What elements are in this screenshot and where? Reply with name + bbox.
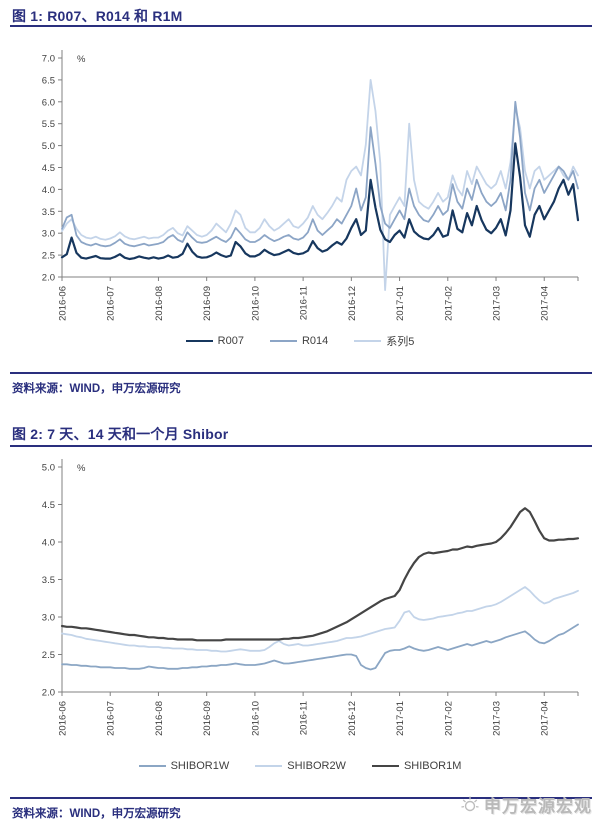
svg-text:4.5: 4.5: [42, 163, 55, 174]
svg-text:%: %: [77, 54, 86, 65]
svg-text:2016-11: 2016-11: [299, 701, 310, 735]
svg-text:2017-01: 2017-01: [395, 286, 406, 321]
svg-text:%: %: [77, 463, 86, 474]
svg-text:5.0: 5.0: [42, 463, 55, 474]
figure2-source: 资料来源：WIND，申万宏源研究: [12, 808, 181, 820]
figure1-legend: R007 R014 系列5: [0, 333, 600, 349]
legend-label: R007: [217, 335, 244, 347]
svg-text:2017-04: 2017-04: [540, 286, 551, 321]
svg-text:4.0: 4.0: [42, 185, 55, 196]
svg-text:2016-09: 2016-09: [202, 286, 213, 321]
svg-text:2016-07: 2016-07: [106, 701, 117, 736]
legend-label: SHIBOR1M: [403, 760, 462, 772]
svg-text:2016-10: 2016-10: [250, 286, 261, 321]
svg-text:2.5: 2.5: [42, 251, 55, 262]
swhy-watermark: 申万宏源宏观: [460, 792, 592, 817]
figure1-chart: 2.0 2.5 3.0 3.5 4.0 4.5 5.0 5.5 6.0 6.5 7.0 2016-06…: [42, 50, 580, 321]
figure2-title-rule: [10, 445, 592, 447]
svg-text:2016-08: 2016-08: [154, 286, 165, 321]
legend-swatch: [185, 340, 213, 342]
legend-item: R007: [185, 335, 244, 347]
svg-text:5.5: 5.5: [42, 119, 55, 130]
svg-text:3.0: 3.0: [42, 229, 55, 240]
legend-swatch: [255, 765, 283, 767]
figure1-title: 图 1: R007、R014 和 R1M: [12, 8, 183, 24]
svg-text:2016-12: 2016-12: [347, 701, 358, 736]
svg-text:2016-11: 2016-11: [299, 286, 310, 320]
svg-text:2016-10: 2016-10: [250, 701, 261, 736]
svg-text:3.5: 3.5: [42, 207, 55, 218]
watermark-text: 申万宏源宏观: [484, 797, 592, 816]
svg-text:7.0: 7.0: [42, 54, 55, 65]
svg-text:2.0: 2.0: [42, 273, 55, 284]
svg-text:6.0: 6.0: [42, 97, 55, 108]
svg-text:2.0: 2.0: [42, 688, 55, 699]
svg-text:3.0: 3.0: [42, 613, 55, 624]
figure1-bottom-rule: [10, 372, 592, 374]
svg-text:2016-12: 2016-12: [347, 286, 358, 321]
legend-item: SHIBOR1M: [371, 760, 462, 772]
svg-text:2016-06: 2016-06: [58, 286, 69, 321]
svg-text:2016-08: 2016-08: [154, 701, 165, 736]
legend-label: R014: [301, 335, 329, 347]
svg-text:6.5: 6.5: [42, 75, 55, 86]
figure2-bottom-rule: [10, 797, 592, 799]
legend-swatch: [354, 340, 382, 342]
svg-text:2.5: 2.5: [42, 650, 55, 661]
figure2-chart: 2.0 2.5 3.0 3.5 4.0 4.5 5.0 2016-06 2016-07 2016-…: [42, 459, 580, 736]
svg-text:5.0: 5.0: [42, 141, 55, 152]
legend-item: SHIBOR1W: [138, 760, 230, 772]
figure1-source: 资料来源：WIND，申万宏源研究: [12, 383, 181, 395]
svg-text:2017-03: 2017-03: [492, 286, 503, 321]
legend-item: SHIBOR2W: [255, 760, 346, 772]
legend-label: SHIBOR1W: [170, 760, 230, 772]
svg-text:2017-02: 2017-02: [443, 701, 454, 736]
svg-text:2017-04: 2017-04: [540, 701, 551, 736]
legend-swatch: [371, 765, 399, 767]
svg-text:3.5: 3.5: [42, 575, 55, 586]
svg-text:2016-06: 2016-06: [58, 701, 69, 736]
legend-label: SHIBOR2W: [287, 760, 346, 772]
svg-text:2016-09: 2016-09: [202, 701, 213, 736]
legend-item: R014: [269, 335, 329, 347]
legend-swatch: [138, 765, 166, 767]
svg-text:2017-03: 2017-03: [492, 701, 503, 736]
figure1-title-rule: [10, 25, 592, 27]
svg-text:2017-02: 2017-02: [443, 286, 454, 321]
svg-text:2017-01: 2017-01: [395, 701, 406, 736]
legend-item: 系列5: [354, 333, 414, 349]
svg-text:4.5: 4.5: [42, 500, 55, 511]
legend-swatch: [269, 340, 297, 342]
svg-text:2016-07: 2016-07: [106, 286, 117, 321]
figure2-legend: SHIBOR1W SHIBOR2W SHIBOR1M: [0, 760, 600, 772]
figure2-title: 图 2: 7 天、14 天和一个月 Shibor: [12, 426, 229, 442]
legend-label: 系列5: [386, 336, 415, 348]
svg-text:4.0: 4.0: [42, 538, 55, 549]
sun-logo-icon: [461, 796, 479, 811]
